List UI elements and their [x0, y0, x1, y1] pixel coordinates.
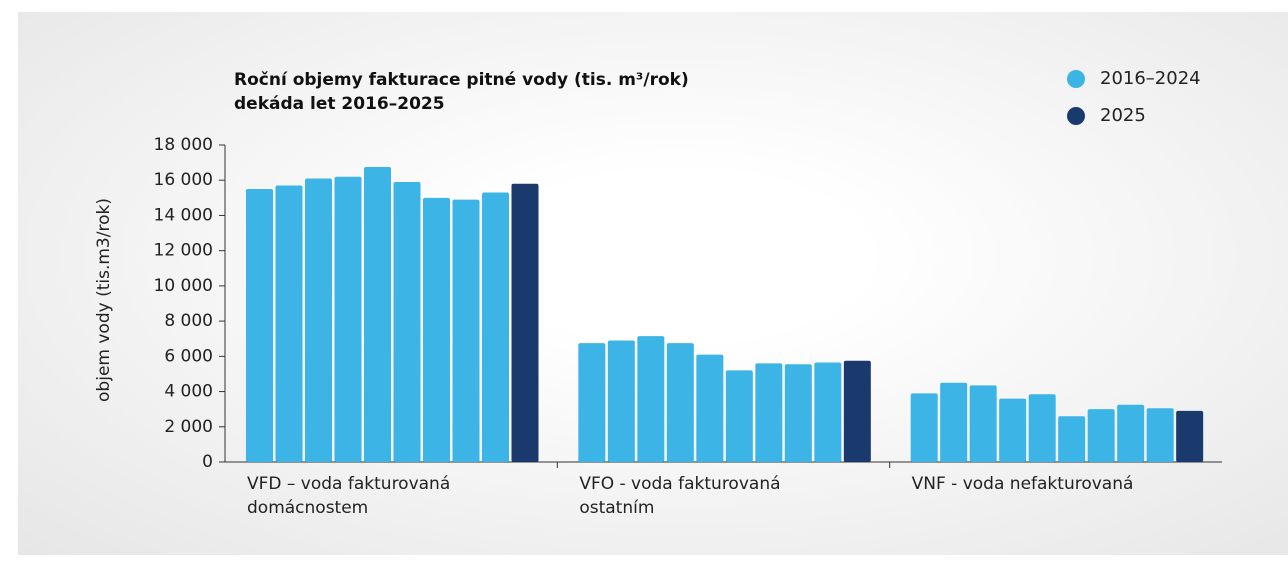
bar	[1176, 410, 1204, 462]
bar	[1028, 394, 1056, 462]
bar	[275, 185, 303, 462]
bar	[364, 167, 391, 462]
legend-swatch	[1067, 107, 1085, 125]
legend-label: 2025	[1100, 105, 1146, 126]
chart-title: Roční objemy fakturace pitné vody (tis. …	[234, 70, 689, 90]
bar	[969, 385, 997, 462]
x-tick-label: VNF - voda nefakturovaná	[911, 474, 1134, 494]
y-tick-label: 16 000	[154, 170, 213, 190]
y-tick-label: 8 000	[164, 311, 213, 331]
bar	[940, 382, 968, 462]
y-tick-label: 12 000	[154, 241, 213, 261]
bar	[393, 181, 421, 462]
bar	[666, 343, 694, 462]
bar	[910, 393, 938, 462]
bar	[1087, 409, 1115, 462]
bar	[305, 178, 332, 462]
y-tick-label: 0	[202, 452, 213, 472]
bar	[334, 176, 362, 462]
bar	[607, 340, 635, 462]
x-tick-label: VFD – voda fakturovaná domácnostem	[247, 474, 451, 518]
chart-subtitle: dekáda let 2016–2025	[234, 94, 445, 114]
bar	[637, 336, 665, 462]
bar	[1146, 408, 1174, 462]
bar	[843, 360, 871, 462]
x-tick-label: VFO - voda fakturovaná ostatním	[579, 474, 781, 518]
bar	[246, 189, 273, 462]
bar	[482, 192, 509, 463]
chart-panel	[18, 12, 1288, 555]
bar	[696, 354, 724, 462]
bar	[784, 364, 812, 462]
bar	[452, 199, 480, 462]
bar	[1058, 416, 1086, 462]
y-axis-label: objem vody (tis.m3/rok)	[94, 198, 114, 402]
y-tick-label: 10 000	[154, 276, 213, 296]
bar	[999, 398, 1027, 462]
y-tick-label: 6 000	[164, 346, 213, 366]
bar	[1117, 404, 1145, 462]
bar	[423, 197, 450, 463]
y-tick-label: 2 000	[164, 417, 213, 437]
y-tick-label: 14 000	[154, 205, 213, 225]
bar	[511, 183, 539, 462]
bar	[725, 370, 753, 462]
y-tick-label: 18 000	[154, 135, 213, 155]
y-tick-label: 4 000	[164, 382, 213, 402]
bar	[755, 363, 783, 462]
legend-label: 2016–2024	[1100, 68, 1201, 89]
legend-swatch	[1067, 70, 1085, 88]
bar	[814, 362, 842, 462]
bar	[578, 343, 606, 462]
